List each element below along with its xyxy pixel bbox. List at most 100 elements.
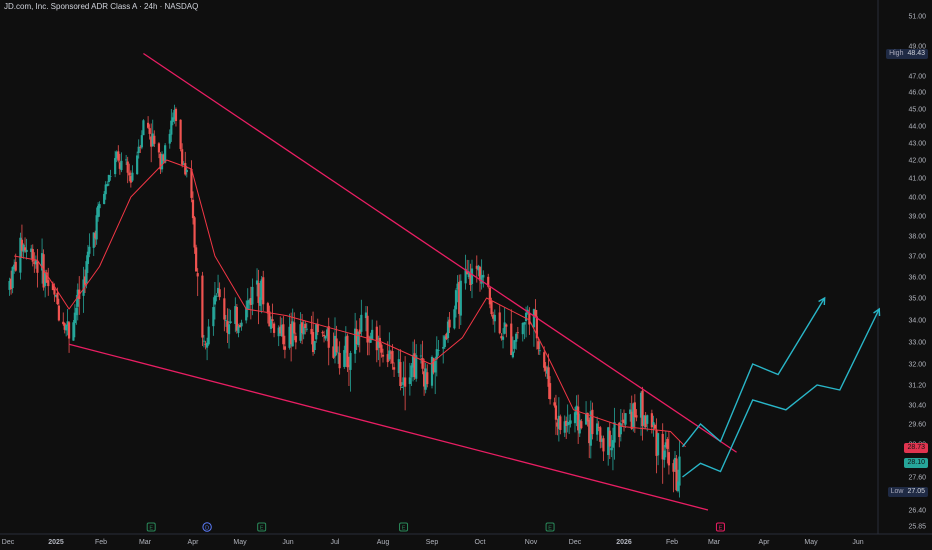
candle-body xyxy=(22,244,25,252)
price-tick-label: 27.60 xyxy=(908,475,926,482)
candle-body xyxy=(140,135,143,148)
svg-text:E: E xyxy=(149,526,153,532)
candle-body xyxy=(397,359,400,374)
candle-body xyxy=(377,340,380,348)
projection-arrowhead xyxy=(818,296,826,306)
candle-body xyxy=(45,272,48,283)
price-tick-label: 34.00 xyxy=(908,318,926,325)
candle-body xyxy=(378,337,382,348)
candle-body xyxy=(501,336,505,340)
candle-body xyxy=(467,271,470,278)
candle-body xyxy=(34,260,37,265)
candle-body xyxy=(663,450,666,460)
candle-body xyxy=(14,261,17,271)
candle-body xyxy=(573,412,577,424)
candle-body xyxy=(249,298,252,305)
candle-body xyxy=(305,328,308,330)
candle-body xyxy=(53,288,56,295)
upper-trendline[interactable] xyxy=(143,52,737,453)
candle-body xyxy=(346,335,349,368)
candle-body xyxy=(223,298,226,320)
candle-body xyxy=(432,358,435,373)
candle-body xyxy=(354,328,357,354)
event-marker[interactable]: E xyxy=(545,522,555,532)
candle-body xyxy=(282,324,285,345)
svg-text:D: D xyxy=(205,526,209,532)
low-value: 27.05 xyxy=(907,488,925,495)
candle-body xyxy=(500,336,503,339)
candle-body xyxy=(332,346,335,358)
candle-body xyxy=(622,419,626,423)
candle-body xyxy=(302,326,305,335)
candle-body xyxy=(9,278,13,290)
price-tick-label: 29.60 xyxy=(908,422,926,429)
event-marker[interactable]: D xyxy=(202,522,212,532)
time-tick-label: May xyxy=(233,539,247,546)
candle-body xyxy=(164,145,167,163)
candle-body xyxy=(31,249,34,262)
prev-value: 28.10 xyxy=(907,459,925,466)
candle-body xyxy=(202,340,206,342)
candle-body xyxy=(56,292,59,305)
candle-body xyxy=(411,355,415,368)
event-marker[interactable]: E xyxy=(146,522,156,532)
time-axis: Dec 2025 Feb Mar Apr May Jun Jul Aug Sep Oct Nov Dec… xyxy=(2,539,864,546)
candle-body xyxy=(333,335,337,357)
candle-body xyxy=(629,409,632,415)
event-marker[interactable]: E xyxy=(715,522,725,532)
candle-body xyxy=(435,349,438,360)
candle-body xyxy=(65,324,68,331)
time-tick-label: May xyxy=(804,539,818,546)
projection-path[interactable] xyxy=(681,297,826,448)
price-tick-label: 25.85 xyxy=(908,524,926,531)
candle-body xyxy=(676,481,680,492)
candle-body xyxy=(279,326,282,334)
candle-body xyxy=(588,419,591,444)
candle-body xyxy=(262,277,265,305)
candle-body xyxy=(402,377,405,385)
candle-body xyxy=(421,357,424,369)
candle-body xyxy=(599,427,602,442)
candle-body xyxy=(283,346,287,350)
candle-body xyxy=(386,354,389,363)
price-tick-label: 30.40 xyxy=(908,403,926,410)
candle-body xyxy=(174,108,178,122)
candle-body xyxy=(578,419,581,434)
candle-body xyxy=(86,251,90,264)
candle-body xyxy=(20,239,24,251)
candle-body xyxy=(195,247,198,272)
candle-body xyxy=(338,352,341,369)
candle-body xyxy=(442,347,445,349)
low-price-tag: Low 27.05 xyxy=(887,487,928,497)
lower-trendline[interactable] xyxy=(68,343,709,511)
candle-body xyxy=(277,327,280,337)
candle-body xyxy=(316,323,319,333)
candle-body xyxy=(602,438,605,452)
candle-body xyxy=(469,272,472,285)
event-marker[interactable]: E xyxy=(399,522,409,532)
candle-body xyxy=(62,321,65,325)
svg-text:E: E xyxy=(402,526,406,532)
candle-body xyxy=(459,280,462,316)
candle-body xyxy=(327,326,330,348)
price-tick-label: 42.00 xyxy=(908,158,926,165)
candle-body xyxy=(137,146,140,153)
candle-body xyxy=(413,353,416,377)
prev-price-tag: 28.10 xyxy=(904,458,928,468)
candle-body xyxy=(184,163,187,175)
candle-body xyxy=(534,309,537,318)
candle-body xyxy=(125,159,128,161)
price-tick-label: 41.00 xyxy=(908,176,926,183)
candle-body xyxy=(664,442,667,448)
event-marker[interactable]: E xyxy=(257,522,267,532)
candle-body xyxy=(336,352,340,354)
candle-body xyxy=(586,412,589,422)
candle-body xyxy=(466,270,469,275)
candle-body xyxy=(226,321,229,333)
price-tick-label: 32.00 xyxy=(908,362,926,369)
candle-body xyxy=(584,413,588,425)
projection-path[interactable] xyxy=(682,308,880,478)
candle-body xyxy=(290,323,293,345)
